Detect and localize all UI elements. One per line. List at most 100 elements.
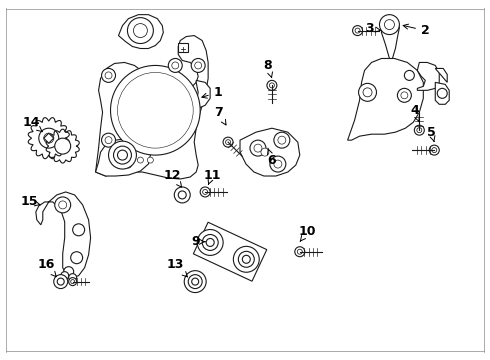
Polygon shape [435,82,449,104]
Polygon shape [28,118,69,159]
Circle shape [105,72,112,79]
Circle shape [429,145,439,155]
Circle shape [55,197,71,213]
Circle shape [188,275,202,289]
Text: 5: 5 [427,126,436,141]
Circle shape [105,137,112,144]
Circle shape [168,58,182,72]
Text: 11: 11 [203,168,221,184]
Circle shape [267,80,277,90]
Circle shape [223,137,233,147]
Circle shape [127,152,133,158]
Circle shape [114,146,131,164]
Text: 10: 10 [299,225,317,241]
Circle shape [178,191,186,199]
Circle shape [118,72,193,148]
Circle shape [225,140,231,145]
Circle shape [200,187,210,197]
Text: 15: 15 [20,195,40,208]
Circle shape [111,66,200,155]
Circle shape [270,83,274,88]
Circle shape [125,162,131,168]
Circle shape [297,249,302,254]
Circle shape [73,224,85,236]
Circle shape [250,140,266,156]
Polygon shape [96,36,208,179]
Circle shape [69,278,76,285]
Circle shape [44,133,54,143]
Text: 13: 13 [167,258,188,277]
Circle shape [39,128,59,148]
Circle shape [238,251,254,267]
Text: 1: 1 [202,86,222,99]
Circle shape [108,141,136,169]
Text: 7: 7 [214,106,226,125]
Circle shape [404,71,415,80]
Circle shape [397,88,412,102]
Circle shape [101,133,116,147]
Circle shape [147,157,153,163]
Circle shape [274,160,282,168]
Polygon shape [96,138,150,176]
Polygon shape [382,20,399,58]
Polygon shape [119,15,163,49]
Circle shape [61,272,69,280]
Circle shape [69,274,76,282]
Circle shape [101,68,116,82]
Text: 14: 14 [22,116,42,132]
Polygon shape [435,68,447,82]
Circle shape [432,148,437,153]
Circle shape [415,125,424,135]
Circle shape [64,267,74,276]
Text: 16: 16 [37,258,56,277]
Circle shape [118,150,127,160]
Circle shape [192,278,198,285]
Text: 6: 6 [268,148,276,167]
Circle shape [71,252,83,264]
Circle shape [206,238,214,247]
Circle shape [137,157,144,163]
Circle shape [278,136,286,144]
Circle shape [359,84,376,101]
Polygon shape [240,128,300,176]
Circle shape [57,278,64,285]
Polygon shape [347,58,423,140]
Circle shape [195,62,202,69]
Circle shape [127,18,153,44]
Text: 12: 12 [164,168,182,187]
Circle shape [401,92,408,99]
Circle shape [355,28,360,33]
Circle shape [353,26,363,36]
Text: 2: 2 [403,24,430,37]
Text: 9: 9 [191,235,205,248]
Circle shape [379,15,399,35]
Circle shape [437,88,447,98]
Circle shape [385,20,394,30]
Circle shape [202,234,218,251]
Circle shape [417,128,422,133]
Circle shape [363,88,372,97]
Circle shape [54,275,68,289]
Circle shape [71,280,74,284]
Circle shape [254,144,262,152]
Circle shape [274,132,290,148]
Circle shape [203,189,208,194]
Circle shape [59,201,67,209]
Circle shape [243,255,250,263]
Polygon shape [36,192,91,278]
Polygon shape [46,129,79,163]
Circle shape [191,58,205,72]
Circle shape [233,246,259,272]
Circle shape [197,230,223,255]
Polygon shape [196,80,210,108]
Circle shape [174,187,190,203]
Polygon shape [417,62,439,90]
Circle shape [295,247,305,257]
Circle shape [172,62,179,69]
Text: 3: 3 [365,22,380,35]
Polygon shape [44,133,54,143]
Polygon shape [178,42,188,53]
Text: 4: 4 [410,104,419,122]
Circle shape [270,156,286,172]
Circle shape [55,138,71,154]
